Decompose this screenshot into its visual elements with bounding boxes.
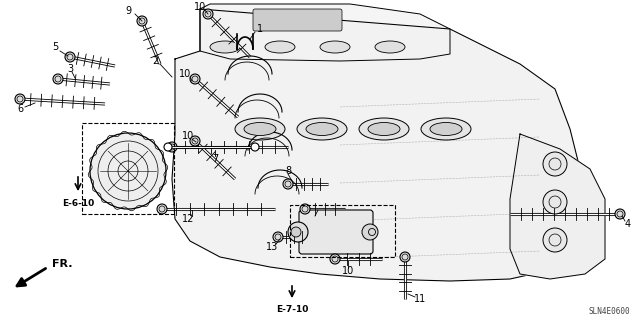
FancyBboxPatch shape [253,9,342,31]
Ellipse shape [265,41,295,53]
Circle shape [283,179,293,189]
Circle shape [330,254,340,264]
Circle shape [273,232,283,242]
Text: 10: 10 [194,2,206,12]
Bar [290,205,395,257]
Text: 10: 10 [179,69,191,79]
Ellipse shape [430,122,462,136]
Circle shape [288,222,308,242]
Text: 4: 4 [625,219,631,229]
Circle shape [615,209,625,219]
Circle shape [65,52,75,62]
Ellipse shape [359,118,409,140]
Circle shape [203,9,213,19]
Text: 1: 1 [257,24,263,34]
FancyBboxPatch shape [299,210,373,254]
Polygon shape [200,4,450,61]
Text: 3: 3 [67,64,73,74]
Circle shape [53,74,63,84]
Polygon shape [172,9,585,281]
Circle shape [543,152,567,176]
Circle shape [15,94,25,104]
Circle shape [400,252,410,262]
Text: 9: 9 [125,6,131,16]
Ellipse shape [375,41,405,53]
Text: 5: 5 [52,42,58,52]
Text: 11: 11 [414,294,426,304]
Text: SLN4E0600: SLN4E0600 [588,307,630,315]
Circle shape [543,190,567,214]
Circle shape [190,74,200,84]
Text: 10: 10 [342,266,354,276]
Circle shape [157,204,167,214]
Ellipse shape [235,118,285,140]
Ellipse shape [306,122,338,136]
Text: 2: 2 [152,56,158,66]
Text: E-6-10: E-6-10 [62,198,94,207]
Text: 10: 10 [306,214,318,224]
Circle shape [543,228,567,252]
Circle shape [291,227,301,237]
Polygon shape [510,134,605,279]
Bar [82,123,174,214]
Ellipse shape [210,41,240,53]
Text: 7: 7 [212,154,218,164]
Text: FR.: FR. [52,259,72,269]
Ellipse shape [320,41,350,53]
Circle shape [300,204,310,214]
Ellipse shape [244,122,276,136]
Text: 8: 8 [285,166,291,176]
Ellipse shape [368,122,400,136]
Circle shape [167,142,177,152]
Text: 12: 12 [182,214,194,224]
Ellipse shape [421,118,471,140]
Circle shape [362,224,378,240]
Ellipse shape [297,118,347,140]
Text: 6: 6 [17,104,23,114]
Circle shape [164,143,172,151]
Text: 13: 13 [266,242,278,252]
Circle shape [190,136,200,146]
Text: 10: 10 [182,131,194,141]
Circle shape [137,16,147,26]
Circle shape [251,143,259,151]
Circle shape [90,133,166,209]
Text: E-7-10: E-7-10 [276,306,308,315]
